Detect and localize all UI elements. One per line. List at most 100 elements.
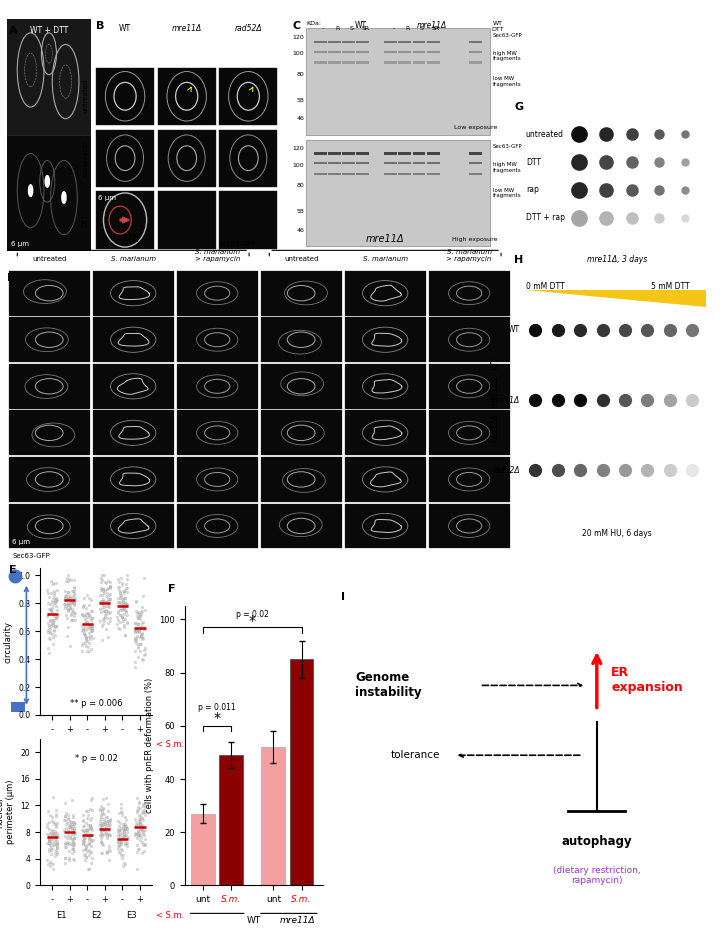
Text: ** p = 0.006: ** p = 0.006 xyxy=(70,699,123,708)
Point xyxy=(45,855,57,870)
Point xyxy=(104,819,115,834)
Point xyxy=(83,861,95,876)
Point xyxy=(120,813,132,828)
Bar xyxy=(426,172,439,175)
Point xyxy=(103,587,115,602)
Point xyxy=(86,617,97,633)
Point xyxy=(136,626,148,641)
Point xyxy=(78,590,90,605)
Point xyxy=(95,834,107,849)
Point xyxy=(83,836,95,851)
Point xyxy=(46,604,57,619)
Point xyxy=(67,837,79,852)
Point xyxy=(65,600,76,616)
Point xyxy=(45,613,57,628)
Point xyxy=(136,811,147,826)
Point xyxy=(67,834,78,849)
Point xyxy=(139,602,151,617)
Point xyxy=(130,603,142,618)
Point xyxy=(133,610,144,625)
Point xyxy=(86,622,98,637)
Point xyxy=(49,595,60,610)
Text: DTT: DTT xyxy=(83,213,88,227)
Point xyxy=(97,802,109,817)
Bar xyxy=(384,172,397,175)
Point xyxy=(80,849,91,865)
Point xyxy=(133,826,145,841)
Point xyxy=(62,811,74,826)
Point xyxy=(118,816,130,831)
Point xyxy=(65,607,77,622)
Point xyxy=(115,595,127,610)
Bar xyxy=(328,152,341,154)
Point xyxy=(80,840,91,855)
Point xyxy=(77,608,88,623)
Point xyxy=(46,627,58,642)
Bar xyxy=(328,162,341,164)
Point xyxy=(81,634,93,649)
Point xyxy=(65,590,76,605)
Point xyxy=(100,603,112,618)
Point xyxy=(68,608,80,623)
Point xyxy=(119,816,130,831)
Point xyxy=(82,639,94,654)
Point xyxy=(120,603,131,618)
Point xyxy=(102,816,114,831)
Text: A: A xyxy=(9,26,17,36)
Point xyxy=(84,819,96,834)
Text: 120: 120 xyxy=(292,35,304,40)
Point xyxy=(67,810,79,825)
Point xyxy=(62,584,74,599)
Text: E2: E2 xyxy=(91,741,102,749)
Point xyxy=(95,582,107,598)
Text: 20 mM HU, 6 days: 20 mM HU, 6 days xyxy=(582,528,652,538)
Point xyxy=(61,592,72,607)
Point xyxy=(136,629,148,644)
Point xyxy=(117,804,128,819)
Point xyxy=(96,815,108,831)
Bar xyxy=(469,172,482,175)
Text: Sec63-GFP: Sec63-GFP xyxy=(493,144,523,149)
Text: low MW
fragments: low MW fragments xyxy=(493,76,521,87)
Point xyxy=(68,587,80,602)
Point xyxy=(119,819,130,834)
Point xyxy=(69,815,80,831)
Text: mre11Δ: mre11Δ xyxy=(416,21,447,30)
Point xyxy=(76,637,88,652)
Text: < S.m.: < S.m. xyxy=(156,741,184,749)
Point xyxy=(96,600,107,616)
Point xyxy=(112,835,124,850)
Point xyxy=(46,846,57,861)
Point xyxy=(49,596,61,611)
Point xyxy=(65,590,76,605)
Point xyxy=(86,621,98,636)
Point xyxy=(115,587,127,602)
Point xyxy=(67,814,78,830)
Point xyxy=(63,597,75,612)
Point xyxy=(62,835,73,850)
Point xyxy=(62,807,74,822)
Point xyxy=(96,596,108,611)
Bar xyxy=(426,162,439,164)
Point xyxy=(84,813,96,828)
Point xyxy=(114,822,125,837)
Point xyxy=(48,828,59,843)
Point xyxy=(46,813,58,829)
Point xyxy=(120,581,132,596)
Point xyxy=(117,602,128,617)
Point xyxy=(136,652,148,667)
Point xyxy=(130,624,142,639)
Point xyxy=(132,616,144,632)
Circle shape xyxy=(62,192,66,204)
Point xyxy=(84,801,96,816)
Point xyxy=(85,839,96,854)
Point xyxy=(117,820,129,835)
Point xyxy=(61,596,72,611)
Point xyxy=(99,593,110,608)
Point xyxy=(50,576,62,591)
Point xyxy=(50,842,62,857)
Point xyxy=(62,597,74,612)
Point xyxy=(133,825,144,840)
Point xyxy=(115,845,126,860)
Point xyxy=(43,814,54,830)
